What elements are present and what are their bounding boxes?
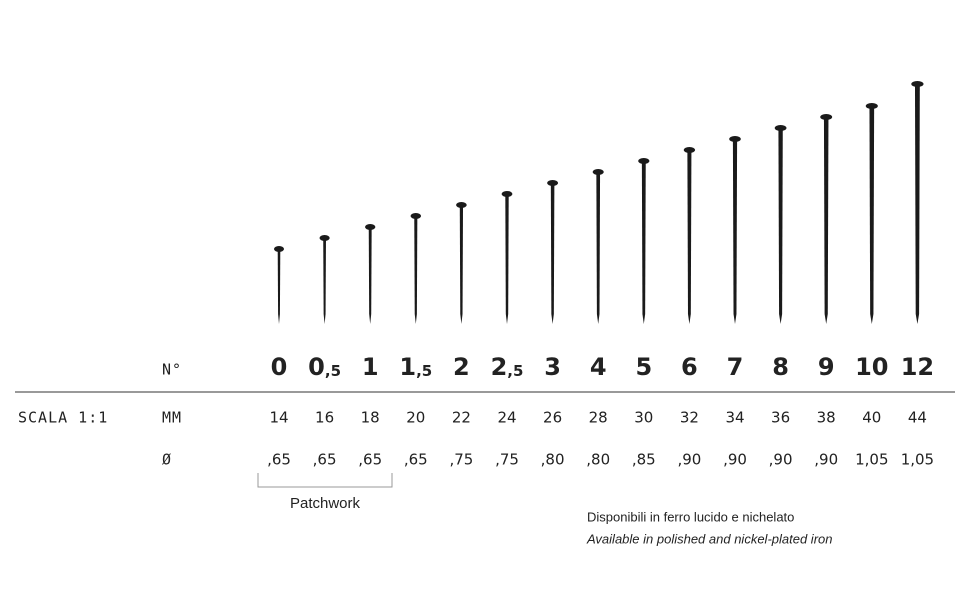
size-label: 1 [362, 353, 379, 381]
mm-value: 30 [634, 409, 653, 427]
size-label: 5 [635, 353, 652, 381]
pin [459, 205, 464, 324]
number-header: N° [162, 361, 182, 379]
pin-head [592, 169, 604, 175]
size-label: 9 [818, 353, 835, 381]
mm-value: 20 [406, 409, 425, 427]
mm-header: MM [162, 409, 182, 427]
diameter-value: ,80 [541, 451, 565, 469]
pin-head [274, 246, 284, 252]
mm-value: 40 [862, 409, 881, 427]
size-label: 7 [727, 353, 744, 381]
pin [778, 128, 783, 324]
pin-head [456, 202, 467, 208]
diameter-value: 1,05 [855, 451, 888, 469]
mm-value: 26 [543, 409, 562, 427]
diameter-value: ,65 [313, 451, 337, 469]
diameter-value: ,65 [404, 451, 428, 469]
size-label: 2,5 [491, 353, 524, 381]
diameter-value: ,65 [267, 451, 291, 469]
pin [550, 183, 555, 324]
diameter-value: ,90 [723, 451, 747, 469]
size-label: 4 [590, 353, 607, 381]
diameter-value: ,90 [814, 451, 838, 469]
pin-head [820, 114, 833, 120]
pin [596, 172, 601, 324]
mm-value: 34 [725, 409, 744, 427]
note: Available in polished and nickel-plated … [586, 531, 832, 546]
diameter-value: ,90 [769, 451, 793, 469]
bracket-label: Patchwork [290, 495, 361, 512]
pin [732, 139, 738, 324]
diameter-value: ,75 [495, 451, 519, 469]
size-label: 6 [681, 353, 698, 381]
pin-head [501, 191, 513, 197]
pin [687, 150, 692, 324]
pin-head [319, 235, 330, 241]
pin-head [638, 158, 650, 164]
diameter-value: ,65 [358, 451, 382, 469]
diameter-value: ,85 [632, 451, 656, 469]
size-label: 2 [453, 353, 470, 381]
size-label: 0 [271, 353, 288, 381]
pin [914, 84, 920, 324]
diameter-value: ,75 [449, 451, 473, 469]
diameter-header: Ø [162, 451, 172, 469]
size-label: 10 [855, 353, 888, 381]
mm-value: 32 [680, 409, 699, 427]
size-label: 8 [772, 353, 789, 381]
mm-value: 28 [589, 409, 608, 427]
mm-value: 38 [817, 409, 836, 427]
pin [823, 117, 829, 324]
mm-value: 18 [361, 409, 380, 427]
mm-value: 14 [269, 409, 288, 427]
size-label: 0,5 [308, 353, 341, 381]
pin [869, 106, 875, 324]
mm-value: 36 [771, 409, 790, 427]
pin-head [683, 147, 696, 153]
size-label: 3 [544, 353, 561, 381]
pin [414, 216, 418, 324]
mm-value: 44 [908, 409, 927, 427]
pin-head [410, 213, 422, 219]
bracket [257, 473, 393, 488]
pin-head [729, 136, 741, 142]
mm-value: 24 [497, 409, 516, 427]
pin [505, 194, 509, 324]
pin-head [547, 180, 559, 186]
note: Disponibili in ferro lucido e nichelato [587, 509, 794, 524]
diameter-value: 1,05 [901, 451, 934, 469]
size-label: 1,5 [399, 353, 432, 381]
pin-head [911, 81, 924, 87]
pin-head [365, 224, 376, 230]
size-label: 12 [901, 353, 934, 381]
pin [323, 238, 326, 324]
diameter-value: ,90 [677, 451, 701, 469]
scale-label: SCALA 1:1 [18, 409, 108, 427]
mm-value: 16 [315, 409, 334, 427]
pin-head [774, 125, 787, 131]
pin [368, 227, 372, 324]
diameter-value: ,80 [586, 451, 610, 469]
pin [641, 161, 646, 324]
pin-head [865, 103, 878, 109]
mm-value: 22 [452, 409, 471, 427]
pin [277, 249, 281, 324]
